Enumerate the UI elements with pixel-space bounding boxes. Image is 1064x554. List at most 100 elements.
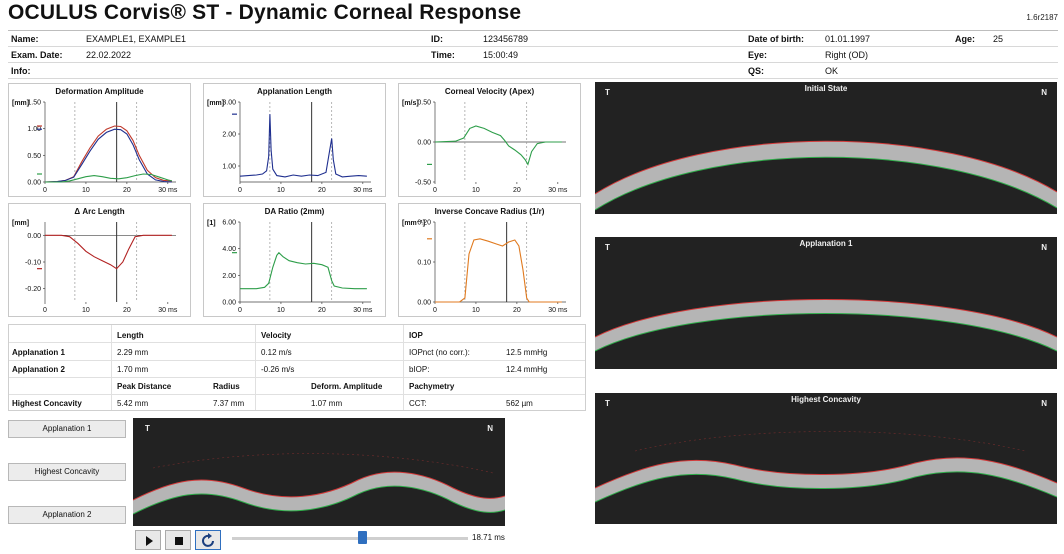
y-tick-label: 0.50 xyxy=(417,100,431,107)
chart-applanation-length: Applanation Length [mm] 1.00 2.00 3.00 0 10 20 3… xyxy=(203,83,386,197)
play-button[interactable] xyxy=(135,530,161,550)
chart-title: Deformation Amplitude xyxy=(55,87,144,96)
chart-inverse-concave-radius: Inverse Concave Radius (1/r) [mm⁻¹] 0.00 0.… xyxy=(398,203,581,317)
y-tick-label: -0.20 xyxy=(25,286,41,293)
scan-initial-state: Initial State T N xyxy=(595,82,1057,214)
loop-button[interactable] xyxy=(195,530,221,550)
cornea-image xyxy=(595,431,1057,503)
radius-value: 7.37 mm xyxy=(213,399,245,408)
id-label: ID: xyxy=(431,34,443,44)
chart-deformation-amplitude: Deformation Amplitude [mm] 0.00 0.50 1.00 1.5… xyxy=(8,83,191,197)
results-table: Length Velocity IOP Applanation 1 2.29 m… xyxy=(8,324,586,411)
x-tick-label: 20 xyxy=(513,307,521,314)
chart-corneal-velocity: Corneal Velocity (Apex) [m/s] -0.50 0.00 0.5… xyxy=(398,83,581,197)
stop-button[interactable] xyxy=(165,530,191,550)
y-tick-label: -0.10 xyxy=(25,260,41,267)
x-tick-label: 30 ms xyxy=(353,307,373,314)
x-tick-label: 20 xyxy=(513,187,521,194)
chart-svg: Deformation Amplitude [mm] 0.00 0.50 1.00 1.5… xyxy=(12,87,178,194)
biop-label: bIOP: xyxy=(409,365,430,374)
chart-title: Inverse Concave Radius (1/r) xyxy=(435,207,545,216)
scan-nasal-label: N xyxy=(1041,399,1047,408)
patient-row: Info: QS: OK xyxy=(8,63,1058,79)
x-tick-label: 0 xyxy=(238,187,242,194)
x-tick-label: 30 ms xyxy=(548,307,568,314)
x-tick-label: 30 ms xyxy=(158,307,178,314)
row-highest-concavity-label: Highest Concavity xyxy=(12,399,82,408)
header-velocity: Velocity xyxy=(261,331,292,340)
id-value: 123456789 xyxy=(483,34,529,44)
scan-nasal-label: N xyxy=(1041,243,1047,252)
y-tick-label: 4.00 xyxy=(222,246,236,253)
chart-svg: Inverse Concave Radius (1/r) [mm⁻¹] 0.00 0.… xyxy=(402,207,568,314)
chart-unit: [mm] xyxy=(12,100,29,107)
applanation2-length: 1.70 mm xyxy=(117,365,149,374)
applanation2-button[interactable]: Applanation 2 xyxy=(8,506,126,524)
chart-title: Corneal Velocity (Apex) xyxy=(445,87,535,96)
x-tick-label: 30 ms xyxy=(353,187,373,194)
chart-unit: [mm] xyxy=(207,100,224,107)
row-applanation2-label: Applanation 2 xyxy=(12,365,65,374)
x-tick-label: 0 xyxy=(43,307,47,314)
applanation1-velocity: 0.12 m/s xyxy=(261,348,292,357)
iopnct-label: IOPnct (no corr.): xyxy=(409,348,470,357)
biop-value: 12.4 mmHg xyxy=(506,365,548,374)
chart-delta-arc-length: Δ Arc Length [mm] -0.20 -0.10 0.00 0 10 20 30 ms xyxy=(8,203,191,317)
version-label: 1.6r2187 xyxy=(1026,13,1058,22)
iopnct-value: 12.5 mmHg xyxy=(506,348,548,357)
x-tick-label: 0 xyxy=(433,187,437,194)
scan-title: Initial State xyxy=(804,84,848,93)
row-applanation1-label: Applanation 1 xyxy=(12,348,65,357)
deform-amplitude-value: 1.07 mm xyxy=(311,399,343,408)
scan-temporal-label: T xyxy=(605,88,610,97)
applanation1-length: 2.29 mm xyxy=(117,348,149,357)
age-value: 25 xyxy=(993,34,1004,44)
x-tick-label: 10 xyxy=(472,307,480,314)
x-tick-label: 0 xyxy=(43,187,47,194)
x-tick-label: 10 xyxy=(277,187,285,194)
y-tick-label: 0.00 xyxy=(27,180,41,187)
dob-label: Date of birth: xyxy=(748,34,804,44)
applanation1-button[interactable]: Applanation 1 xyxy=(8,420,126,438)
cct-value: 562 µm xyxy=(506,399,533,408)
x-tick-label: 20 xyxy=(123,187,131,194)
app-title: OCULUS Corvis® ST - Dynamic Corneal Resp… xyxy=(8,1,522,24)
chart-unit: [mm] xyxy=(12,220,29,227)
header-deform-amplitude: Deform. Amplitude xyxy=(311,382,383,391)
y-tick-label: -0.50 xyxy=(415,180,431,187)
qs-value: OK xyxy=(825,66,839,76)
cornea-image xyxy=(133,453,505,515)
header-length: Length xyxy=(117,331,144,340)
y-tick-label: 2.00 xyxy=(222,273,236,280)
x-tick-label: 20 xyxy=(318,187,326,194)
chart-unit: [1] xyxy=(207,220,216,227)
timeline-slider[interactable] xyxy=(232,537,468,540)
series-line xyxy=(45,173,173,183)
y-tick-label: 0.00 xyxy=(222,300,236,307)
stop-icon xyxy=(175,537,183,545)
timeline-slider-thumb[interactable] xyxy=(357,531,367,544)
chart-unit: [mm⁻¹] xyxy=(402,220,425,227)
eye-label: Eye: xyxy=(748,50,768,60)
name-label: Name: xyxy=(11,34,39,44)
y-tick-label: 0.00 xyxy=(27,233,41,240)
y-tick-label: 0.50 xyxy=(27,153,41,160)
scan-temporal-label: T xyxy=(605,399,610,408)
dob-value: 01.01.1997 xyxy=(825,34,871,44)
x-tick-label: 30 ms xyxy=(548,187,568,194)
y-tick-label: 0.00 xyxy=(417,140,431,147)
chart-title: DA Ratio (2mm) xyxy=(265,207,325,216)
time-label: Time: xyxy=(431,50,455,60)
highest-concavity-button[interactable]: Highest Concavity xyxy=(8,463,126,481)
y-tick-label: 6.00 xyxy=(222,220,236,227)
x-tick-label: 20 xyxy=(318,307,326,314)
header-peak-distance: Peak Distance xyxy=(117,382,172,391)
y-tick-label: 1.50 xyxy=(27,100,41,107)
x-tick-label: 0 xyxy=(433,307,437,314)
chart-svg: Applanation Length [mm] 1.00 2.00 3.00 0 10 20 3… xyxy=(207,87,373,194)
scan-highest-concavity: Highest Concavity T N xyxy=(595,393,1057,524)
applanation2-velocity: -0.26 m/s xyxy=(261,365,295,374)
chart-svg: Corneal Velocity (Apex) [m/s] -0.50 0.00 0.5… xyxy=(402,87,568,194)
qs-label: QS: xyxy=(748,66,765,76)
header-radius: Radius xyxy=(213,382,240,391)
